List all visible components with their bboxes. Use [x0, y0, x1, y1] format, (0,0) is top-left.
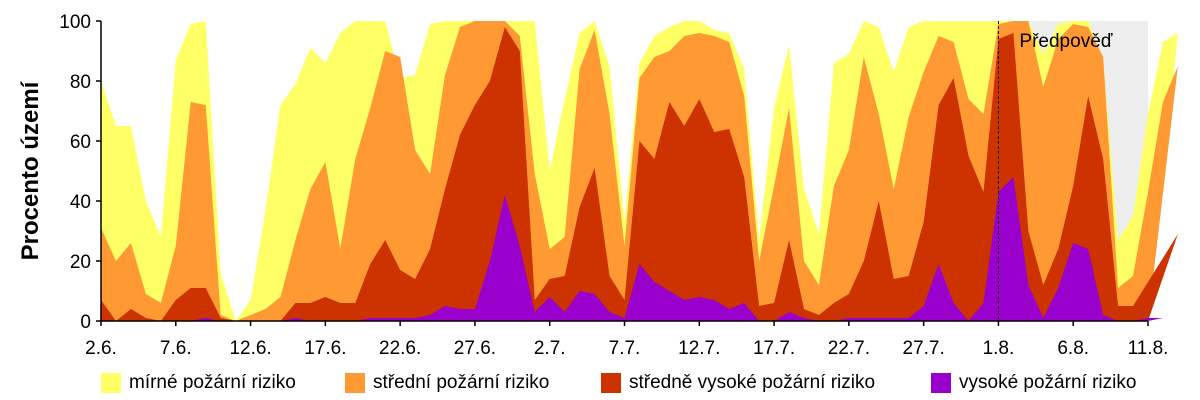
x-tick-label: 22.6. — [379, 338, 421, 359]
x-tick-label: 27.7. — [903, 338, 945, 359]
y-axis-label: Procento území — [17, 80, 44, 260]
x-tick-label: 17.7. — [753, 338, 795, 359]
x-tick-label: 22.7. — [828, 338, 870, 359]
legend-label: střední požární riziko — [373, 372, 550, 393]
x-tick-label: 12.6. — [229, 338, 271, 359]
y-tick-label: 100 — [59, 12, 91, 33]
x-tick-label: 6.8. — [1057, 338, 1089, 359]
y-tick-label: 40 — [70, 192, 91, 213]
legend-label: vysoké požární riziko — [959, 372, 1137, 393]
forecast-label: Předpověď — [1019, 31, 1112, 52]
x-tick-label: 27.6. — [454, 338, 496, 359]
x-tick-label: 7.6. — [160, 338, 192, 359]
x-tick-label: 12.7. — [678, 338, 720, 359]
legend: mírné požární riziko střední požární rizi… — [0, 368, 1200, 398]
x-tick-label: 7.7. — [609, 338, 641, 359]
x-tick-label: 2.6. — [85, 338, 117, 359]
legend-swatch — [101, 373, 121, 393]
x-tick-label: 17.6. — [304, 338, 346, 359]
legend-item: vysoké požární riziko — [931, 368, 1136, 398]
legend-swatch — [345, 373, 365, 393]
legend-label: středně vysoké požární riziko — [629, 372, 876, 393]
x-tick-label: 11.8. — [1128, 338, 1169, 359]
y-tick-label: 60 — [70, 132, 91, 153]
x-tick-label: 2.7. — [534, 338, 566, 359]
legend-item: středně vysoké požární riziko — [601, 368, 875, 398]
legend-swatch — [931, 373, 951, 393]
y-tick-label: 80 — [70, 72, 91, 93]
plot-area: Předpověď 0 20 40 60 80 100 2.6. 7.6. 12.6. 17.6. 2… — [17, 12, 1178, 359]
y-tick-label: 20 — [70, 252, 91, 273]
legend-label: mírné požární riziko — [129, 372, 296, 393]
series-area-0 — [101, 177, 1178, 321]
x-tick-label: 1.8. — [983, 338, 1015, 359]
y-tick-label: 0 — [80, 312, 91, 333]
legend-item: střední požární riziko — [345, 368, 549, 398]
series-area-1 — [101, 27, 1178, 321]
legend-swatch — [601, 373, 621, 393]
legend-item: mírné požární riziko — [101, 368, 296, 398]
